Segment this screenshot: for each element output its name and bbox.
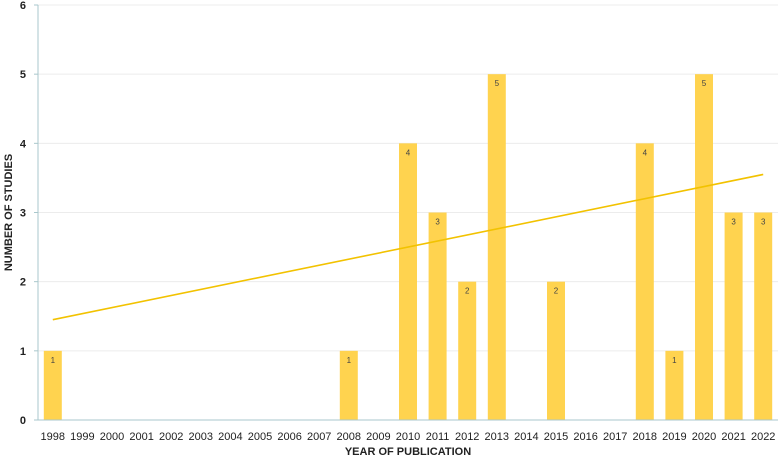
x-axis-title: YEAR OF PUBLICATION (345, 446, 471, 458)
x-tick-label: 2020 (692, 431, 716, 443)
bar (399, 143, 417, 421)
y-tick-label: 1 (20, 346, 26, 358)
bar (458, 281, 477, 420)
x-tick-label: 2014 (514, 431, 538, 443)
trendline (52, 173, 764, 321)
x-tick-label: 2021 (721, 431, 745, 443)
tick-labels: 0 1 2 3 4 5 6 1998 1999 2000 2001 2002 2003 2004 2005 2… (20, 0, 776, 443)
bar (635, 143, 654, 421)
x-tick-label: 2004 (218, 431, 242, 443)
bar (665, 350, 684, 420)
x-tick-label: 2006 (277, 431, 301, 443)
bar-data-label: 5 (702, 79, 707, 88)
x-tick-label: 2013 (485, 431, 509, 443)
x-tick-label: 2018 (633, 431, 657, 443)
y-axis-title: NUMBER OF STUDIES (3, 154, 15, 271)
bar (547, 281, 565, 420)
bar-data-label: 5 (495, 79, 500, 88)
x-tick-label: 2016 (573, 431, 597, 443)
x-tick-label: 2011 (426, 431, 450, 443)
x-tick-label: 2003 (189, 431, 213, 443)
x-tick-label: 1998 (41, 431, 65, 443)
bar (43, 350, 62, 420)
bar (428, 212, 447, 420)
bar (724, 212, 743, 420)
bar (695, 74, 713, 421)
bar-data-label: 3 (435, 218, 440, 227)
bars: 1 1 4 3 2 5 2 4 1 5 3 3 (43, 74, 773, 421)
x-tick-label: 2019 (662, 431, 686, 443)
x-tick-label: 2008 (337, 431, 361, 443)
y-tick-label: 6 (20, 0, 26, 12)
x-tick-label: 2007 (307, 431, 331, 443)
bar (487, 74, 506, 421)
x-tick-label: 2002 (159, 431, 183, 443)
axes (34, 4, 778, 421)
bar-data-label: 4 (406, 148, 411, 157)
bar (339, 350, 358, 420)
y-tick-label: 0 (20, 415, 26, 427)
y-tick-label: 3 (20, 208, 26, 220)
bar-data-label: 1 (672, 356, 677, 365)
bar (754, 212, 773, 420)
x-tick-label: 2017 (603, 431, 627, 443)
bar-data-label: 3 (731, 218, 736, 227)
bar-data-label: 4 (643, 148, 648, 157)
bar-data-label: 1 (51, 356, 56, 365)
x-tick-label: 2015 (544, 431, 568, 443)
bar-data-label: 2 (554, 287, 559, 296)
x-tick-label: 2001 (129, 431, 153, 443)
x-tick-label: 1999 (70, 431, 94, 443)
bar-data-label: 2 (465, 287, 470, 296)
y-tick-label: 4 (20, 138, 27, 150)
x-tick-label: 2022 (751, 431, 775, 443)
x-tick-label: 2009 (366, 431, 390, 443)
trendline-group (52, 173, 764, 321)
bar-data-label: 3 (761, 218, 766, 227)
bar-data-label: 1 (347, 356, 352, 365)
y-tick-label: 5 (20, 69, 26, 81)
x-tick-label: 2010 (396, 431, 420, 443)
x-tick-label: 2012 (455, 431, 479, 443)
x-tick-label: 2000 (100, 431, 124, 443)
x-tick-label: 2005 (248, 431, 272, 443)
y-tick-label: 2 (20, 277, 26, 289)
